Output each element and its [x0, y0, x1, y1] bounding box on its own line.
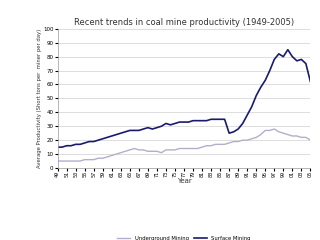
Underground Mining — [56, 160, 60, 162]
Underground Mining — [164, 149, 168, 151]
Title: Recent trends in coal mine productivity (1949-2005): Recent trends in coal mine productivity … — [74, 18, 294, 27]
Underground Mining — [232, 140, 236, 143]
Surface Mining — [286, 48, 290, 51]
Underground Mining — [227, 142, 231, 144]
Surface Mining — [308, 80, 312, 83]
Surface Mining — [124, 130, 127, 133]
Underground Mining — [308, 139, 312, 142]
Surface Mining — [164, 122, 168, 125]
Line: Underground Mining: Underground Mining — [58, 129, 310, 161]
X-axis label: Year: Year — [177, 178, 191, 184]
Underground Mining — [69, 160, 73, 162]
Legend: Underground Mining, Surface Mining: Underground Mining, Surface Mining — [115, 234, 253, 240]
Surface Mining — [56, 146, 60, 149]
Underground Mining — [272, 128, 276, 131]
Line: Surface Mining: Surface Mining — [58, 50, 310, 147]
Underground Mining — [124, 150, 127, 153]
Surface Mining — [227, 132, 231, 135]
Y-axis label: Average Productivity (Short tons per  miner per day): Average Productivity (Short tons per min… — [36, 29, 42, 168]
Underground Mining — [65, 160, 68, 162]
Surface Mining — [232, 130, 236, 133]
Surface Mining — [65, 144, 68, 147]
Surface Mining — [69, 144, 73, 147]
